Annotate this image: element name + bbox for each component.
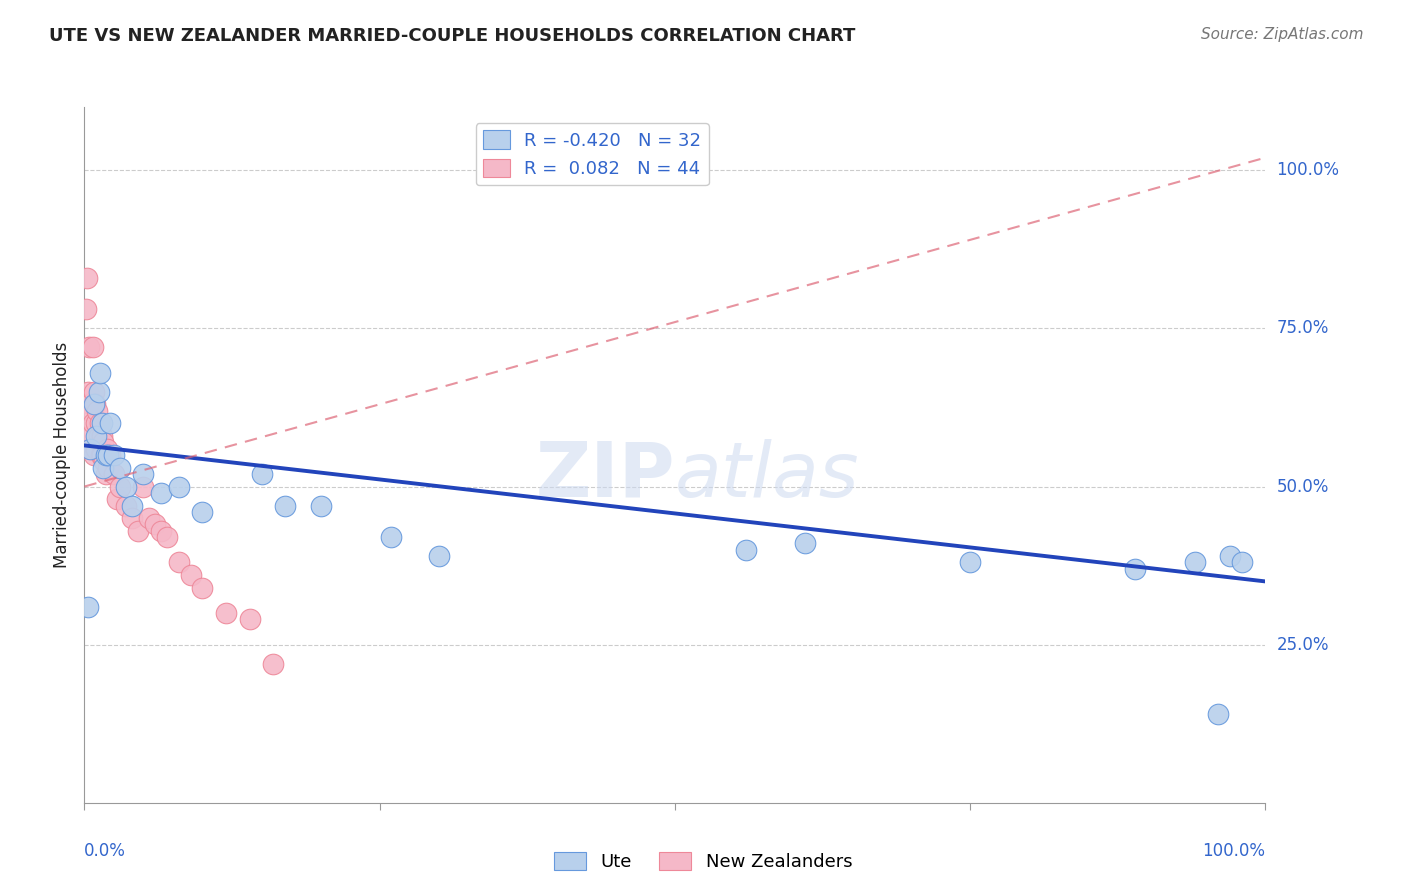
Point xyxy=(86,403,108,417)
Point xyxy=(262,657,284,671)
Point xyxy=(132,467,155,481)
Point xyxy=(83,384,105,399)
Text: ZIP: ZIP xyxy=(536,439,675,513)
Point xyxy=(167,479,190,493)
Point xyxy=(79,429,101,443)
Point xyxy=(734,542,756,557)
Point xyxy=(80,403,103,417)
Point xyxy=(114,499,136,513)
Point xyxy=(138,511,160,525)
Text: 25.0%: 25.0% xyxy=(1277,636,1329,654)
Point xyxy=(97,448,120,462)
Point xyxy=(79,397,101,411)
Point xyxy=(1219,549,1241,563)
Legend: Ute, New Zealanders: Ute, New Zealanders xyxy=(547,845,859,879)
Point xyxy=(90,448,112,462)
Point xyxy=(80,442,103,456)
Point xyxy=(84,442,107,456)
Point xyxy=(127,524,149,538)
Point xyxy=(191,505,214,519)
Point xyxy=(380,530,402,544)
Point xyxy=(121,511,143,525)
Text: 0.0%: 0.0% xyxy=(84,842,127,860)
Point xyxy=(167,556,190,570)
Point xyxy=(84,397,107,411)
Point xyxy=(239,612,262,626)
Point xyxy=(79,442,101,456)
Point xyxy=(107,492,129,507)
Point xyxy=(93,454,115,468)
Point xyxy=(274,499,297,513)
Point xyxy=(82,417,104,431)
Point xyxy=(84,417,107,431)
Point xyxy=(91,435,114,450)
Point xyxy=(87,429,110,443)
Point xyxy=(215,606,238,620)
Point xyxy=(89,366,111,380)
Point xyxy=(98,417,121,431)
Text: UTE VS NEW ZEALANDER MARRIED-COUPLE HOUSEHOLDS CORRELATION CHART: UTE VS NEW ZEALANDER MARRIED-COUPLE HOUS… xyxy=(49,27,856,45)
Point xyxy=(76,270,98,285)
Point xyxy=(121,499,143,513)
Point xyxy=(77,340,100,354)
Legend: R = -0.420   N = 32, R =  0.082   N = 44: R = -0.420 N = 32, R = 0.082 N = 44 xyxy=(475,123,709,186)
Point xyxy=(103,467,125,481)
Text: Source: ZipAtlas.com: Source: ZipAtlas.com xyxy=(1201,27,1364,42)
Point xyxy=(191,581,214,595)
Point xyxy=(77,599,100,614)
Point xyxy=(309,499,332,513)
Point xyxy=(98,448,121,462)
Point xyxy=(250,467,273,481)
Point xyxy=(108,460,131,475)
Point xyxy=(83,448,105,462)
Point xyxy=(959,556,981,570)
Point xyxy=(108,479,131,493)
Point xyxy=(91,460,114,475)
Point xyxy=(87,384,110,399)
Text: atlas: atlas xyxy=(675,439,859,513)
Point xyxy=(84,429,107,443)
Point xyxy=(180,568,202,582)
Point xyxy=(156,530,179,544)
Point xyxy=(1206,707,1229,722)
Point xyxy=(82,340,104,354)
Point xyxy=(91,448,114,462)
Point xyxy=(75,302,97,317)
Point xyxy=(143,517,166,532)
Point xyxy=(94,467,117,481)
Point xyxy=(91,429,114,443)
Point xyxy=(1125,562,1147,576)
Point xyxy=(89,417,111,431)
Text: 75.0%: 75.0% xyxy=(1277,319,1329,337)
Point xyxy=(94,448,117,462)
Text: 100.0%: 100.0% xyxy=(1277,161,1340,179)
Point xyxy=(1230,556,1253,570)
Point xyxy=(103,448,125,462)
Point xyxy=(77,384,100,399)
Point xyxy=(97,460,120,475)
Point xyxy=(150,486,173,500)
Point xyxy=(96,442,118,456)
Point xyxy=(91,417,114,431)
Point xyxy=(114,479,136,493)
Y-axis label: Married-couple Households: Married-couple Households xyxy=(53,342,72,568)
Point xyxy=(427,549,450,563)
Point xyxy=(150,524,173,538)
Point xyxy=(1184,556,1206,570)
Text: 100.0%: 100.0% xyxy=(1202,842,1265,860)
Point xyxy=(83,397,105,411)
Point xyxy=(132,479,155,493)
Point xyxy=(793,536,815,550)
Text: 50.0%: 50.0% xyxy=(1277,477,1329,496)
